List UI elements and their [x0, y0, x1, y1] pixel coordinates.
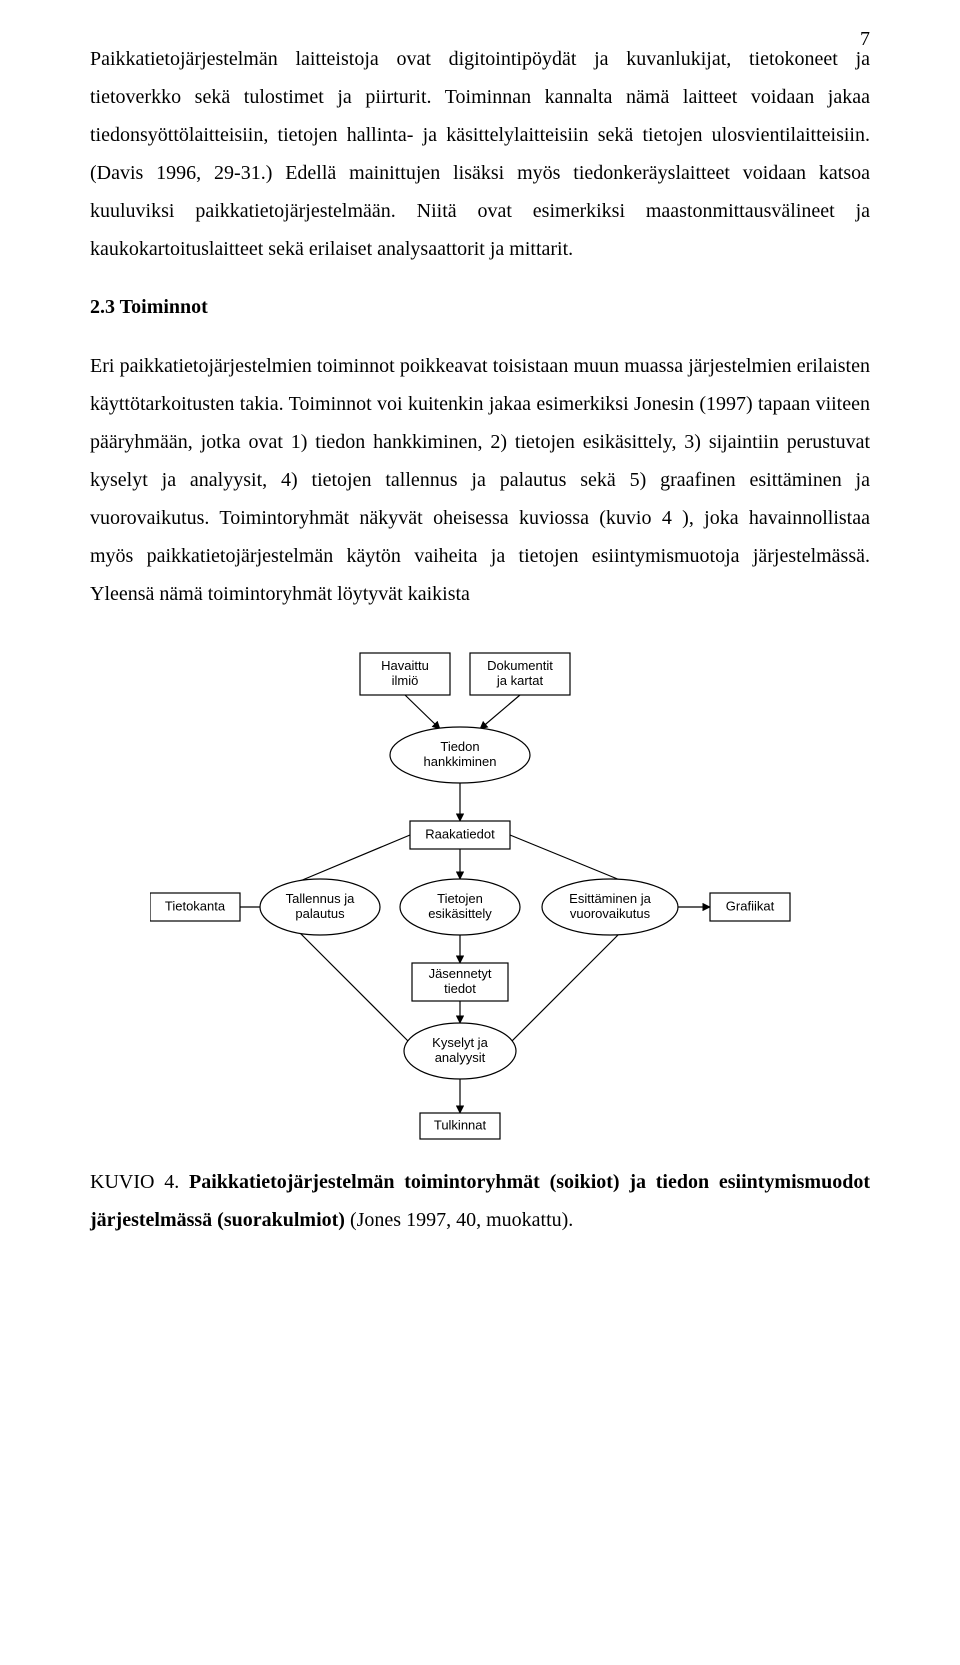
svg-text:Tietojen: Tietojen: [437, 891, 483, 906]
svg-text:Dokumentit: Dokumentit: [487, 658, 553, 673]
svg-text:Raakatiedot: Raakatiedot: [425, 826, 495, 841]
svg-text:palautus: palautus: [295, 906, 345, 921]
caption-rest: (Jones 1997, 40, muokattu).: [345, 1209, 573, 1231]
svg-text:Havaittu: Havaittu: [381, 658, 429, 673]
svg-text:tiedot: tiedot: [444, 981, 476, 996]
svg-text:analyysit: analyysit: [435, 1050, 486, 1065]
page-number: 7: [860, 28, 870, 51]
svg-text:vuorovaikutus: vuorovaikutus: [570, 906, 651, 921]
flowchart-diagram: Havaittuilmiö Dokumentitja kartat Tiedonha…: [150, 643, 810, 1153]
paragraph-1: Paikkatietojärjestelmän laitteistoja ova…: [90, 40, 870, 268]
section-heading: 2.3 Toiminnot: [90, 296, 870, 319]
svg-text:hankkiminen: hankkiminen: [424, 754, 497, 769]
figure-caption: KUVIO 4. Paikkatietojärjestelmän toimint…: [90, 1163, 870, 1239]
svg-text:ja kartat: ja kartat: [496, 673, 544, 688]
svg-text:Grafiikat: Grafiikat: [726, 898, 775, 913]
svg-text:Jäsennetyt: Jäsennetyt: [429, 966, 492, 981]
caption-label: KUVIO 4.: [90, 1171, 189, 1193]
paragraph-2: Eri paikkatietojärjestelmien toiminnot p…: [90, 347, 870, 613]
svg-text:esikäsittely: esikäsittely: [428, 906, 492, 921]
svg-text:Tiedon: Tiedon: [440, 739, 479, 754]
svg-text:Esittäminen ja: Esittäminen ja: [569, 891, 651, 906]
svg-text:Tulkinnat: Tulkinnat: [434, 1117, 487, 1132]
svg-text:Kyselyt ja: Kyselyt ja: [432, 1035, 488, 1050]
svg-text:Tietokanta: Tietokanta: [165, 898, 226, 913]
svg-text:ilmiö: ilmiö: [392, 673, 419, 688]
svg-text:Tallennus ja: Tallennus ja: [286, 891, 355, 906]
